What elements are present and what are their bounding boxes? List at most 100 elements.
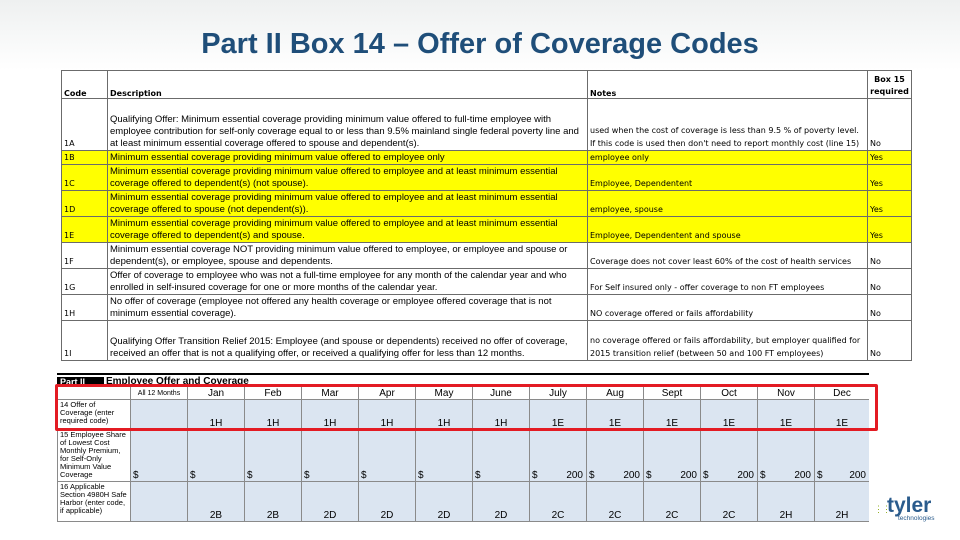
line-14-field[interactable]: 1E [529,399,587,430]
currency-symbol: $ [703,470,709,481]
code-cell: 1B [61,150,108,165]
line-16-field[interactable]: 2D [472,481,530,522]
required-cell: Yes [867,190,912,217]
code-cell: 1A [61,98,108,151]
form-part-header: Part II Employee Offer and Coverage [57,373,869,387]
description-cell: Minimum essential coverage providing min… [107,190,588,217]
line-16-field[interactable]: 2C [700,481,758,522]
line-15-field[interactable]: $ [130,429,188,482]
line-15-value: 200 [680,470,697,481]
line-16-field[interactable]: 2H [757,481,815,522]
line-14-field[interactable]: 1E [643,399,701,430]
line-16-field[interactable]: 2H [814,481,869,522]
line-14-field[interactable]: 1E [586,399,644,430]
notes-cell: Employee, Dependentent and spouse [587,216,868,243]
code-cell: 1G [61,268,108,295]
line-15-field[interactable]: $200 [643,429,701,482]
line-16-field[interactable]: 2C [586,481,644,522]
table-row: 1D Minimum essential coverage providing … [61,190,912,217]
logo-wordmark: tyler [887,494,932,517]
description-cell: Minimum essential coverage providing min… [107,216,588,243]
required-cell: No [867,268,912,295]
tyler-logo: ⋮⋮ tyler technologies [874,494,954,526]
code-cell: 1D [61,190,108,217]
line-14-field[interactable]: 1H [187,399,245,430]
currency-symbol: $ [190,470,196,481]
required-cell: Yes [867,216,912,243]
line-14-field[interactable] [130,399,188,430]
required-cell: No [867,242,912,269]
line-16-row: 16 Applicable Section 4980H Safe Harbor … [57,481,869,522]
currency-symbol: $ [304,470,310,481]
line-16-label: 16 Applicable Section 4980H Safe Harbor … [57,481,131,522]
part-label: Part II [57,377,104,387]
table-row: 1E Minimum essential coverage providing … [61,216,912,243]
line-15-field[interactable]: $ [472,429,530,482]
line-15-field[interactable]: $200 [757,429,815,482]
line-14-field[interactable]: 1H [301,399,359,430]
line-14-field[interactable]: 1H [415,399,473,430]
line-15-row: 15 Employee Share of Lowest Cost Monthly… [57,429,869,482]
notes-cell: employee only [587,150,868,165]
line-14-field[interactable]: 1H [358,399,416,430]
table-row: 1H No offer of coverage (employee not of… [61,294,912,321]
line-14-callout-box [55,384,878,431]
currency-symbol: $ [646,470,652,481]
line-15-value: 200 [794,470,811,481]
line-15-field[interactable]: $ [187,429,245,482]
header-required: Box 15 required [867,70,912,99]
currency-symbol: $ [817,470,823,481]
line-15-value: 200 [623,470,640,481]
line-15-value: 200 [737,470,754,481]
notes-cell: For Self insured only - offer coverage t… [587,268,868,295]
currency-symbol: $ [361,470,367,481]
line-16-field[interactable]: 2C [529,481,587,522]
code-cell: 1E [61,216,108,243]
line-15-field[interactable]: $ [358,429,416,482]
line-16-field[interactable]: 2D [301,481,359,522]
table-row: 1F Minimum essential coverage NOT provid… [61,242,912,269]
required-cell: No [867,320,912,361]
line-15-field[interactable]: $200 [586,429,644,482]
line-14-field[interactable]: 1E [700,399,758,430]
line-16-field[interactable]: 2B [244,481,302,522]
code-cell: 1C [61,164,108,191]
line-15-value: 200 [849,470,866,481]
table-row: 1B Minimum essential coverage providing … [61,150,912,165]
logo-subtitle: technologies [898,515,935,522]
currency-symbol: $ [532,470,538,481]
required-cell: Yes [867,150,912,165]
description-cell: Qualifying Offer Transition Relief 2015:… [107,320,588,361]
line-14-label: 14 Offer of Coverage (enter required cod… [57,399,131,430]
line-14-field[interactable]: 1E [814,399,869,430]
line-14-field[interactable]: 1H [472,399,530,430]
description-cell: Qualifying Offer: Minimum essential cove… [107,98,588,151]
line-14-row: 14 Offer of Coverage (enter required cod… [57,399,869,430]
line-15-field[interactable]: $ [244,429,302,482]
table-header-row: Code Description Notes Box 15 required [61,70,912,99]
table-row: 1C Minimum essential coverage providing … [61,164,912,191]
code-cell: 1I [61,320,108,361]
line-15-field[interactable]: $200 [814,429,869,482]
slide-title: Part II Box 14 – Offer of Coverage Codes [201,28,759,60]
line-16-field[interactable]: 2D [358,481,416,522]
code-cell: 1F [61,242,108,269]
table-row: 1G Offer of coverage to employee who was… [61,268,912,295]
form-1095c-part2: Part II Employee Offer and Coverage All … [57,373,869,540]
line-15-field[interactable]: $ [415,429,473,482]
line-16-field[interactable]: 2B [187,481,245,522]
header-background [0,0,960,70]
line-15-field[interactable]: $ [301,429,359,482]
header-notes: Notes [587,70,868,99]
required-cell: No [867,294,912,321]
line-15-field[interactable]: $200 [700,429,758,482]
line-15-field[interactable]: $200 [529,429,587,482]
line-16-field[interactable]: 2C [643,481,701,522]
line-16-field[interactable]: 2D [415,481,473,522]
notes-cell: used when the cost of coverage is less t… [587,98,868,151]
table-row: 1A Qualifying Offer: Minimum essential c… [61,98,912,151]
line-16-field[interactable] [130,481,188,522]
header-code: Code [61,70,108,99]
currency-symbol: $ [475,470,481,481]
required-cell: Yes [867,164,912,191]
